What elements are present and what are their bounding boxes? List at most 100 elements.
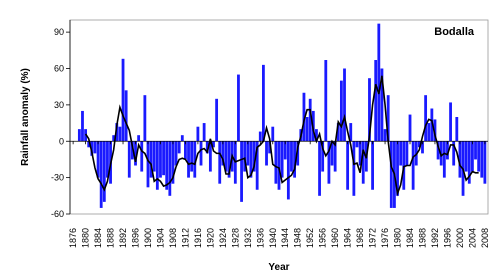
bar <box>396 141 399 196</box>
bar <box>159 141 162 178</box>
x-tick-label: 1996 <box>442 228 452 248</box>
bar <box>293 141 297 178</box>
bar <box>152 141 156 172</box>
bar <box>349 123 353 142</box>
bar <box>102 141 106 202</box>
bar <box>343 68 346 142</box>
x-tick-label: 1972 <box>368 228 378 248</box>
x-tick-label: 1888 <box>106 228 116 248</box>
bar <box>162 141 165 176</box>
bar <box>240 141 243 202</box>
bar <box>402 141 406 190</box>
bar <box>196 126 200 142</box>
bar <box>143 95 147 142</box>
x-tick-label: 1916 <box>193 228 203 248</box>
bar <box>399 141 403 166</box>
bar <box>405 141 409 166</box>
bar <box>268 141 272 154</box>
bar <box>227 141 231 178</box>
bar <box>446 141 449 160</box>
bar <box>252 141 256 172</box>
moving-average-line <box>84 75 479 197</box>
bar <box>215 98 219 142</box>
x-tick-label: 1912 <box>180 228 190 248</box>
bar <box>246 141 250 166</box>
bar <box>433 119 437 142</box>
x-tick-label: 1976 <box>380 228 390 248</box>
bar <box>271 126 275 142</box>
x-tick-label: 1932 <box>243 228 253 248</box>
bar <box>261 64 265 142</box>
bar <box>430 108 434 142</box>
bar <box>308 98 312 142</box>
bar <box>464 141 468 172</box>
bar <box>286 141 290 200</box>
bar <box>277 141 281 190</box>
x-tick-label: 1900 <box>143 228 153 248</box>
bar <box>77 129 81 142</box>
bar <box>249 141 253 178</box>
bar <box>171 141 175 184</box>
x-tick-label: 1984 <box>405 228 415 248</box>
x-tick-label: 1980 <box>393 228 403 248</box>
bar <box>411 141 415 190</box>
bar <box>274 141 278 184</box>
bar <box>180 135 184 142</box>
x-tick-label: 1884 <box>93 228 103 248</box>
bar <box>449 102 452 142</box>
x-tick-label: 1908 <box>168 228 178 248</box>
bar <box>202 123 206 142</box>
bar <box>205 141 209 154</box>
x-tick-label: 1940 <box>268 228 278 248</box>
bar <box>318 141 321 196</box>
bar <box>417 141 421 148</box>
bar <box>296 141 300 166</box>
bar <box>93 141 97 154</box>
y-tick-label: 0 <box>59 136 64 146</box>
x-tick-label: 1964 <box>343 228 353 248</box>
bar <box>121 58 125 142</box>
bar <box>477 141 481 172</box>
bar <box>346 141 350 190</box>
bar <box>280 141 284 178</box>
bar <box>237 74 240 142</box>
bar <box>374 60 378 142</box>
bar <box>302 92 306 142</box>
y-tick-label: 90 <box>54 27 64 37</box>
bar <box>255 141 259 190</box>
bar <box>470 141 474 172</box>
bar <box>377 23 381 142</box>
bar <box>424 95 428 142</box>
bar <box>155 141 159 190</box>
x-tick-label: 1960 <box>330 228 340 248</box>
x-tick-label: 1880 <box>81 228 91 248</box>
bar <box>480 141 484 178</box>
bar <box>149 141 153 178</box>
bar <box>174 141 178 166</box>
bar <box>199 141 203 166</box>
bar <box>330 141 334 166</box>
bar <box>371 141 374 190</box>
bar <box>106 141 109 178</box>
x-tick-label: 2008 <box>480 228 490 248</box>
bar <box>218 141 222 184</box>
x-tick-label: 1944 <box>280 228 290 248</box>
bar <box>212 141 215 148</box>
bar <box>436 141 440 160</box>
bar <box>134 141 137 166</box>
x-tick-label: 1876 <box>68 228 78 248</box>
bar <box>112 135 116 142</box>
x-tick-label: 1892 <box>118 228 128 248</box>
bar <box>146 141 150 188</box>
bar <box>324 60 328 142</box>
bar <box>290 141 293 172</box>
x-tick-label: 1924 <box>218 228 228 248</box>
bar <box>168 141 172 196</box>
bar <box>193 141 197 178</box>
bar <box>184 141 187 160</box>
bar <box>140 141 144 172</box>
bar <box>336 123 340 142</box>
bar <box>368 78 371 142</box>
x-axis-title: Year <box>268 262 289 273</box>
x-tick-label: 1936 <box>255 228 265 248</box>
